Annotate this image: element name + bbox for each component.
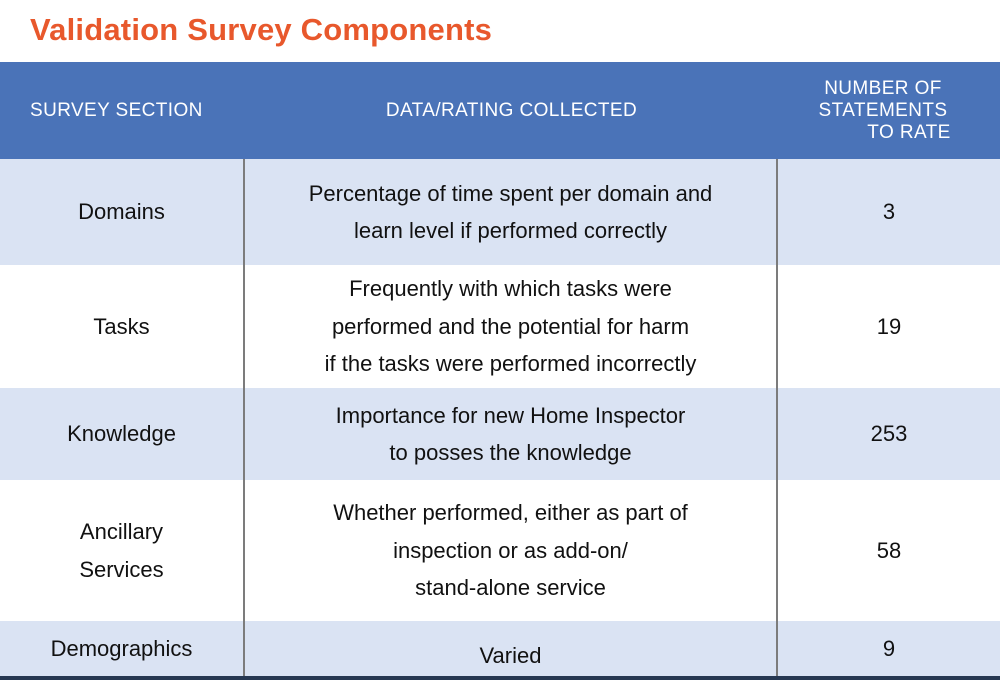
header-line-1: NUMBER OF: [824, 77, 942, 99]
cell-count: 253: [870, 421, 908, 447]
header-line-2: STATEMENTS: [818, 99, 948, 121]
table-header-row: SURVEY SECTION DATA/RATING COLLECTED NUM…: [0, 62, 1000, 159]
cell-data: Frequently with which tasks were perform…: [245, 265, 778, 388]
cell-count: 9: [882, 635, 896, 661]
table-row-knowledge: Knowledge Importance for new Home Inspec…: [0, 388, 1000, 480]
header-line-3: TO RATE: [867, 121, 951, 143]
cell-section: Knowledge: [0, 388, 245, 480]
table-row-ancillary-services: Ancillary Services Whether performed, ei…: [0, 480, 1000, 621]
header-cell-data-rating: DATA/RATING COLLECTED: [385, 99, 638, 121]
cell-data: Whether performed, either as part of ins…: [245, 480, 778, 621]
header-cell-number-statements: NUMBER OF STATEMENTS TO RATE: [778, 62, 1000, 159]
cell-count: 58: [876, 537, 902, 563]
cell-section: Ancillary Services: [0, 480, 245, 621]
cell-section: Demographics: [0, 621, 245, 676]
cell-count: 3: [882, 199, 896, 225]
page-title: Validation Survey Components: [30, 12, 493, 47]
cell-data: Percentage of time spent per domain and …: [245, 159, 778, 265]
table-row-tasks: Tasks Frequently with which tasks were p…: [0, 265, 1000, 388]
header-cell-survey-section: SURVEY SECTION: [30, 99, 203, 121]
cell-data: Varied: [245, 621, 778, 676]
table-row-demographics: Demographics Varied 9: [0, 621, 1000, 676]
cell-count: 19: [876, 313, 902, 339]
table-row-domains: Domains Percentage of time spent per dom…: [0, 159, 1000, 265]
survey-table: SURVEY SECTION DATA/RATING COLLECTED NUM…: [0, 62, 1000, 680]
cell-section: Tasks: [0, 265, 245, 388]
cell-section: Domains: [0, 159, 245, 265]
cell-data: Importance for new Home Inspector to pos…: [245, 388, 778, 480]
bottom-accent-bar: [0, 676, 1000, 680]
